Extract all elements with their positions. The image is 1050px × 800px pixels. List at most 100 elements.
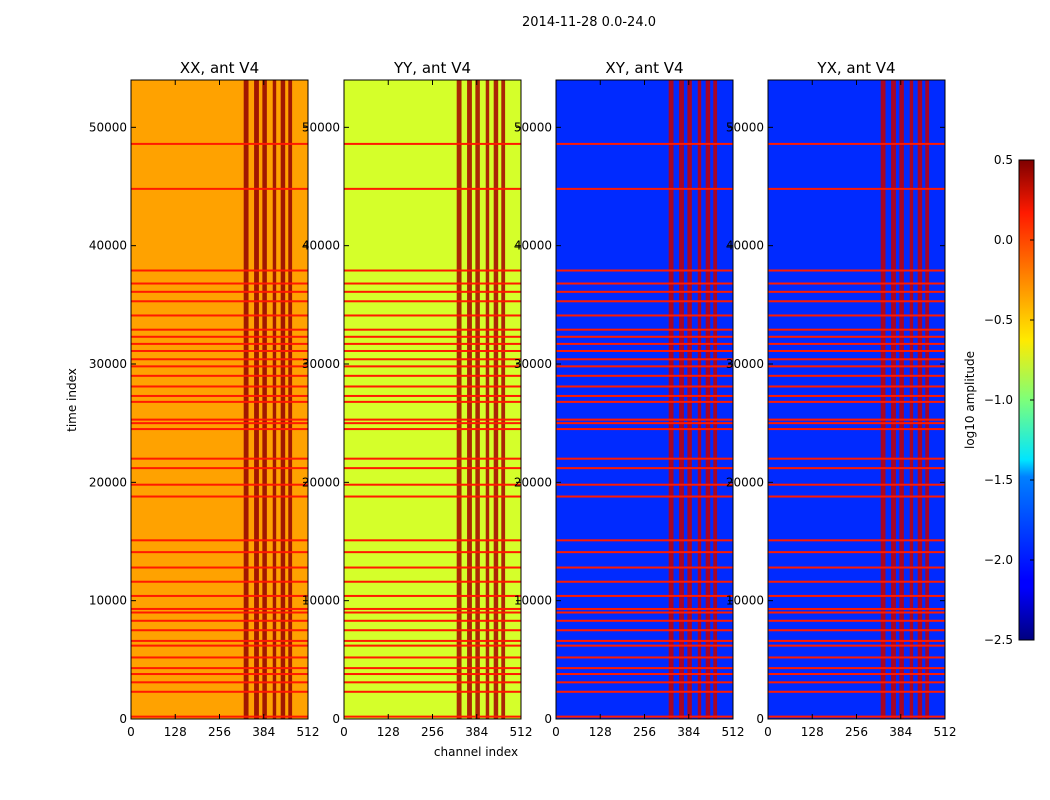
flagged-time-row <box>556 365 733 368</box>
flagged-time-row <box>768 690 945 693</box>
x-tick-label: 0 <box>340 725 348 739</box>
flagged-time-row <box>768 328 945 331</box>
x-tick-label: 384 <box>889 725 912 739</box>
flagged-time-row <box>344 385 521 388</box>
flagged-time-row <box>768 342 945 345</box>
flagged-time-row <box>556 690 733 693</box>
colorbar-tick-label: −2.0 <box>984 553 1013 567</box>
flagged-time-row <box>131 539 308 542</box>
flagged-time-row <box>556 394 733 397</box>
y-tick-label: 20000 <box>302 475 340 489</box>
flagged-time-row <box>131 342 308 345</box>
y-tick-label: 30000 <box>514 357 552 371</box>
rfi-channel-band <box>493 80 499 719</box>
flagged-time-row <box>556 400 733 403</box>
y-tick-label: 30000 <box>726 357 764 371</box>
flagged-time-row <box>131 282 308 285</box>
rfi-channel-band <box>917 80 923 719</box>
flagged-time-row <box>344 394 521 397</box>
flagged-time-row <box>556 374 733 377</box>
flagged-time-row <box>131 690 308 693</box>
flagged-time-row <box>768 644 945 647</box>
colorbar-tick-label: −1.5 <box>984 473 1013 487</box>
flagged-time-row <box>556 639 733 642</box>
flagged-time-row <box>131 269 308 272</box>
y-tick-label: 40000 <box>514 239 552 253</box>
y-tick-label: 40000 <box>726 239 764 253</box>
flagged-time-row <box>768 422 945 425</box>
flagged-time-row <box>344 400 521 403</box>
rfi-channel-band <box>668 80 674 719</box>
flagged-time-row <box>131 374 308 377</box>
flagged-time-row <box>768 187 945 190</box>
flagged-time-row <box>344 681 521 684</box>
rfi-channel-band <box>687 80 692 719</box>
x-tick-label: 128 <box>164 725 187 739</box>
rfi-channel-band <box>288 80 293 719</box>
panel-1: XX, ant V4 0 128 256 384 512 0 10000 20000 30000 4… <box>89 59 320 739</box>
x-tick-label: 0 <box>764 725 772 739</box>
flagged-time-row <box>344 342 521 345</box>
flagged-time-row <box>131 639 308 642</box>
flagged-time-row <box>344 483 521 486</box>
flagged-time-row <box>768 483 945 486</box>
flagged-time-row <box>556 594 733 597</box>
rfi-channel-band <box>705 80 711 719</box>
flagged-time-row <box>768 349 945 352</box>
flagged-time-row <box>556 607 733 610</box>
x-tick-label: 512 <box>722 725 745 739</box>
rfi-channel-band <box>880 80 886 719</box>
flagged-time-row <box>131 290 308 293</box>
flagged-time-row <box>556 349 733 352</box>
flagged-time-row <box>556 681 733 684</box>
flagged-time-row <box>768 335 945 338</box>
flagged-time-row <box>768 428 945 431</box>
rfi-channel-band <box>899 80 904 719</box>
flagged-time-row <box>556 290 733 293</box>
flagged-time-row <box>344 282 521 285</box>
flagged-time-row <box>556 457 733 460</box>
flagged-time-row <box>131 314 308 317</box>
y-tick-label: 10000 <box>514 594 552 608</box>
colorbar-tick-label: 0.5 <box>994 153 1013 167</box>
rfi-channel-band <box>679 80 684 719</box>
x-tick-label: 384 <box>465 725 488 739</box>
flagged-time-row <box>344 690 521 693</box>
flagged-time-row <box>768 394 945 397</box>
flagged-time-row <box>131 673 308 676</box>
flagged-time-row <box>344 328 521 331</box>
flagged-time-row <box>768 551 945 554</box>
panels: XX, ant V4 0 128 256 384 512 0 10000 20000 30000 4… <box>89 59 957 739</box>
panel-title: YY, ant V4 <box>393 59 471 77</box>
x-tick-label: 128 <box>377 725 400 739</box>
y-axis-label: time index <box>65 368 79 432</box>
x-tick-label: 384 <box>252 725 275 739</box>
flagged-time-row <box>344 656 521 659</box>
rfi-channel-band <box>243 80 249 719</box>
flagged-time-row <box>344 300 521 303</box>
y-tick-label: 50000 <box>302 120 340 134</box>
y-tick-label: 0 <box>544 712 552 726</box>
flagged-time-row <box>556 629 733 632</box>
flagged-time-row <box>131 667 308 670</box>
flagged-time-row <box>131 656 308 659</box>
flagged-time-row <box>556 539 733 542</box>
y-tick-label: 10000 <box>89 594 127 608</box>
flagged-time-row <box>556 619 733 622</box>
y-tick-label: 30000 <box>89 357 127 371</box>
flagged-time-row <box>768 619 945 622</box>
flagged-time-row <box>344 619 521 622</box>
flagged-time-row <box>556 580 733 583</box>
flagged-time-row <box>344 428 521 431</box>
flagged-time-row <box>344 566 521 569</box>
rfi-channel-band <box>697 80 702 719</box>
flagged-time-row <box>344 269 521 272</box>
rfi-channel-band <box>456 80 462 719</box>
flagged-time-row <box>131 457 308 460</box>
y-tick-label: 50000 <box>514 120 552 134</box>
flagged-time-row <box>131 385 308 388</box>
colorbar-tick-label: −1.0 <box>984 393 1013 407</box>
x-tick-label: 512 <box>297 725 320 739</box>
flagged-time-row <box>131 467 308 470</box>
flagged-time-row <box>344 594 521 597</box>
